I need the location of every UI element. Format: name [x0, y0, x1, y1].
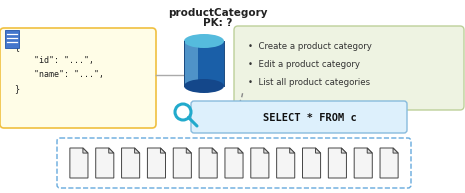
Ellipse shape [184, 34, 224, 48]
Polygon shape [303, 148, 320, 178]
Polygon shape [367, 148, 372, 153]
Polygon shape [264, 148, 269, 153]
Text: productCategory: productCategory [168, 8, 268, 18]
Polygon shape [328, 148, 346, 178]
Polygon shape [121, 148, 140, 178]
Text: }: } [14, 84, 19, 93]
Polygon shape [212, 148, 217, 153]
Bar [184, 41, 198, 86]
FancyBboxPatch shape [5, 30, 19, 48]
FancyBboxPatch shape [234, 26, 464, 110]
Text: •  Create a product category: • Create a product category [248, 42, 372, 51]
Polygon shape [225, 148, 243, 178]
Polygon shape [277, 148, 295, 178]
Polygon shape [109, 148, 114, 153]
Polygon shape [316, 148, 320, 153]
Polygon shape [96, 148, 114, 178]
Text: "id": "...",: "id": "...", [14, 56, 94, 65]
Polygon shape [83, 148, 88, 153]
Bar [184, 41, 224, 86]
Text: •  Edit a product category: • Edit a product category [248, 60, 360, 69]
Polygon shape [380, 148, 398, 178]
Polygon shape [173, 148, 192, 178]
Polygon shape [393, 148, 398, 153]
Polygon shape [354, 148, 372, 178]
FancyBboxPatch shape [191, 101, 407, 133]
Text: {: { [14, 42, 19, 51]
Polygon shape [341, 148, 346, 153]
Polygon shape [238, 148, 243, 153]
Polygon shape [134, 148, 140, 153]
Polygon shape [70, 148, 88, 178]
Polygon shape [186, 148, 192, 153]
Circle shape [175, 104, 191, 120]
Text: PK: ?: PK: ? [203, 18, 232, 28]
Text: "name": "...",: "name": "...", [14, 70, 104, 79]
Polygon shape [251, 148, 269, 178]
Polygon shape [147, 148, 166, 178]
FancyBboxPatch shape [57, 138, 411, 188]
Ellipse shape [184, 79, 224, 93]
Polygon shape [160, 148, 166, 153]
Polygon shape [199, 148, 217, 178]
FancyBboxPatch shape [0, 28, 156, 128]
Text: SELECT * FROM c: SELECT * FROM c [263, 113, 356, 123]
Polygon shape [290, 148, 295, 153]
Text: •  List all product categories: • List all product categories [248, 78, 370, 87]
